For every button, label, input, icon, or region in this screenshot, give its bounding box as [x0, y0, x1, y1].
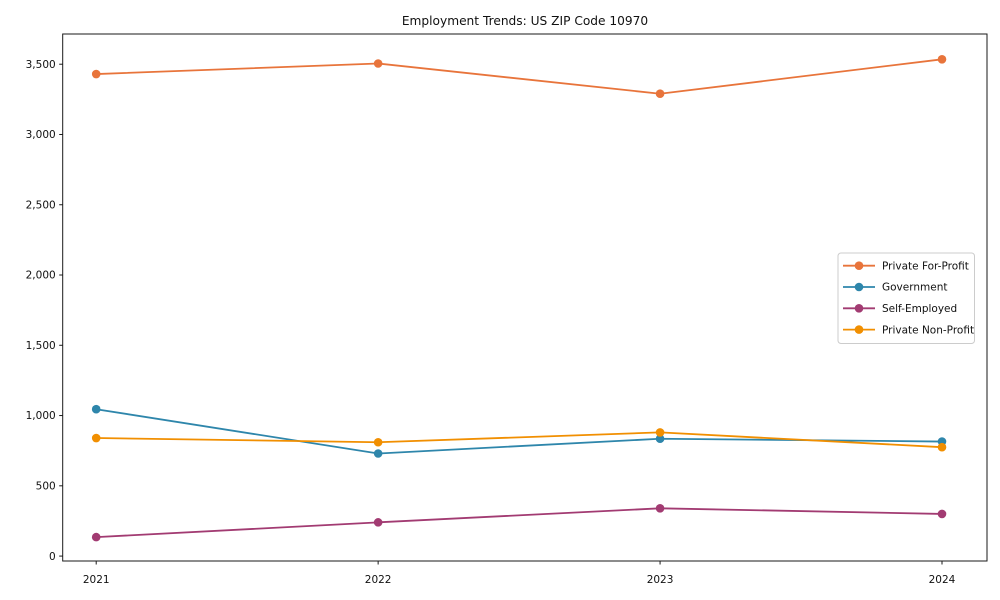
data-point-government-2023: [655, 434, 665, 444]
data-point-government-2021: [91, 404, 101, 414]
series-self-employed: [91, 504, 947, 542]
x-tick-label-2021: 2021: [83, 574, 110, 586]
data-point-self-employed-2021: [91, 532, 101, 542]
y-tick-label-500: 500: [36, 481, 56, 493]
data-point-private-non-profit-2022: [373, 437, 383, 447]
series-layer: [91, 54, 947, 542]
data-point-private-non-profit-2021: [91, 433, 101, 443]
series-government: [91, 404, 947, 458]
legend-item-private-for-profit: Private For-Profit: [843, 260, 969, 272]
series-line-government: [96, 408, 943, 455]
x-tick-label-2022: 2022: [365, 574, 392, 586]
legend: Private For-Profit Government Self-Employe…: [837, 252, 975, 344]
y-tick-label-2,000: 2,000: [26, 270, 56, 282]
data-point-private-non-profit-2023: [655, 428, 665, 437]
legend-item-government: Government: [843, 282, 947, 294]
data-point-self-employed-2022: [373, 518, 383, 527]
legend-item-self-employed: Self-Employed: [843, 303, 957, 315]
legend-marker-private-for-profit: [854, 261, 864, 271]
data-point-private-non-profit-2024: [937, 442, 947, 452]
legend-label-private-for-profit: Private For-Profit: [882, 260, 969, 272]
y-tick-label-1,000: 1,000: [26, 410, 56, 422]
y-tick-label-1,500: 1,500: [26, 340, 56, 352]
data-point-private-for-profit-2021: [91, 69, 101, 79]
x-tick-label-2024: 2024: [929, 574, 956, 586]
data-point-self-employed-2023: [655, 504, 665, 513]
data-point-private-for-profit-2023: [655, 89, 665, 99]
y-tick-label-3,500: 3,500: [26, 59, 56, 71]
series-line-private-non-profit: [96, 431, 943, 449]
legend-label-private-non-profit: Private Non-Profit: [882, 324, 974, 336]
y-tick-label-0: 0: [49, 551, 56, 563]
plot-area: [62, 33, 988, 562]
series-line-self-employed: [96, 507, 943, 539]
series-private-non-profit: [91, 428, 947, 452]
data-point-private-for-profit-2022: [373, 59, 383, 68]
series-line-private-for-profit: [96, 58, 943, 95]
y-tick-label-3,000: 3,000: [26, 129, 56, 141]
chart-title: Employment Trends: US ZIP Code 10970: [402, 14, 648, 28]
legend-label-self-employed: Self-Employed: [882, 303, 957, 315]
y-tick-label-2,500: 2,500: [26, 199, 56, 211]
legend-marker-government: [854, 282, 864, 292]
data-point-self-employed-2024: [937, 509, 947, 519]
legend-marker-private-non-profit: [854, 325, 864, 334]
plot-border: [62, 33, 988, 562]
axes-layer: 0 500 1,000 1,500 2,000 2,500 3,000 3,500 2021 20…: [26, 59, 956, 586]
legend-marker-self-employed: [854, 304, 864, 313]
x-tick-label-2023: 2023: [647, 574, 674, 586]
data-point-private-for-profit-2024: [937, 54, 947, 64]
data-point-government-2022: [373, 449, 383, 458]
legend-item-private-non-profit: Private Non-Profit: [843, 324, 974, 336]
legend-box: [837, 252, 975, 344]
legend-label-government: Government: [882, 282, 947, 294]
series-private-for-profit: [91, 54, 947, 99]
